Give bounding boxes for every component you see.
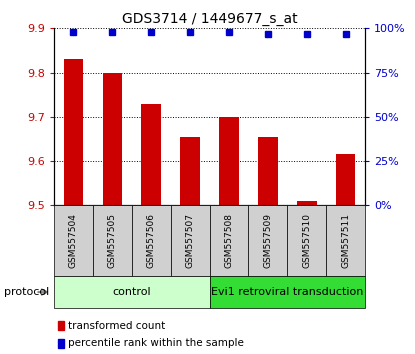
Text: GSM557507: GSM557507 [186, 213, 195, 268]
Bar [297, 201, 317, 205]
Bar [181, 137, 200, 205]
Text: GSM557508: GSM557508 [225, 213, 234, 268]
Text: GSM557509: GSM557509 [264, 213, 272, 268]
Bar [103, 73, 122, 205]
Text: GSM557505: GSM557505 [108, 213, 117, 268]
Text: transformed count: transformed count [68, 321, 166, 331]
Text: GSM557510: GSM557510 [303, 213, 311, 268]
Title: GDS3714 / 1449677_s_at: GDS3714 / 1449677_s_at [122, 12, 298, 26]
Bar [258, 137, 278, 205]
Bar [336, 154, 356, 205]
Bar [142, 103, 161, 205]
Bar [219, 117, 239, 205]
Text: percentile rank within the sample: percentile rank within the sample [68, 338, 244, 348]
Text: GSM557504: GSM557504 [69, 213, 78, 268]
Text: protocol: protocol [4, 287, 49, 297]
Text: GSM557511: GSM557511 [341, 213, 350, 268]
Text: Evi1 retroviral transduction: Evi1 retroviral transduction [211, 287, 364, 297]
Text: GSM557506: GSM557506 [147, 213, 156, 268]
Bar [63, 59, 83, 205]
Text: control: control [112, 287, 151, 297]
